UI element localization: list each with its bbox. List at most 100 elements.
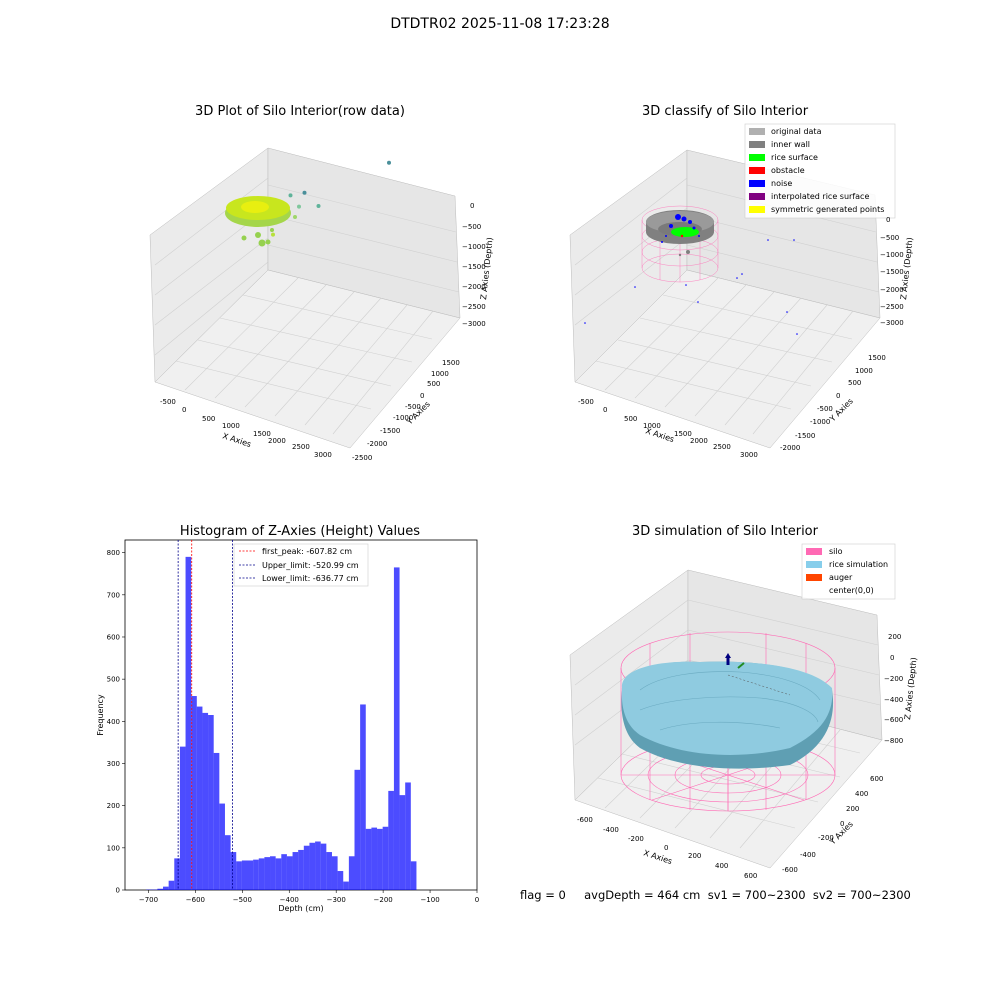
p1-ztick: −1500	[462, 263, 486, 271]
histogram-ytick-label: 0	[116, 887, 120, 895]
histogram-ytick-label: 200	[107, 802, 120, 810]
p1-ztick: −500	[462, 223, 481, 231]
legend-label: interpolated rice surface	[771, 192, 869, 201]
p2-ztick: −2500	[880, 303, 904, 311]
histogram-xtick-label: −500	[233, 896, 252, 904]
p2-ytick: 500	[848, 379, 861, 387]
p4-ztick: −400	[884, 696, 903, 704]
p1-ztick: 0	[470, 202, 474, 210]
p2-xtick: 1000	[643, 422, 661, 430]
panel1-title: 3D Plot of Silo Interior(row data)	[195, 104, 405, 119]
p1-ytick: -500	[405, 403, 421, 411]
legend-swatch-rice-surface	[749, 154, 765, 161]
legend-label: auger	[829, 573, 853, 582]
legend-label: noise	[771, 179, 792, 188]
panel2-y-ticks: -2000 -1500 -1000 -500 0 500 1000 1500	[780, 354, 886, 452]
histogram-ytick-label: 600	[107, 633, 120, 641]
histogram-bar	[219, 803, 225, 890]
p4-ytick: -200	[818, 834, 834, 842]
histogram-ytick-label: 800	[107, 549, 120, 557]
histogram-bar	[303, 845, 310, 890]
panel4-y-ticks: -600 -400 -200 0 200 400 600	[782, 775, 883, 874]
histogram-bar	[348, 856, 355, 890]
histogram-bar	[292, 852, 299, 890]
histogram-xtick-label: −600	[186, 896, 205, 904]
panel3-title: Histogram of Z-Axies (Height) Values	[179, 524, 421, 539]
p4-ytick: 600	[870, 775, 883, 783]
p4-ztick: −600	[884, 716, 903, 724]
p2-ytick: 1000	[855, 367, 873, 375]
p4-xtick: -600	[577, 816, 593, 824]
histogram-bar	[202, 712, 209, 890]
histogram-bar	[179, 746, 186, 890]
histogram-bar	[405, 782, 411, 890]
panel4-z-ticks: 200 0 −200 −400 −600 −800	[884, 633, 903, 745]
panel1-point	[288, 193, 293, 198]
histogram-xtick-label: −400	[280, 896, 299, 904]
p1-ztick: −1000	[462, 243, 486, 251]
panel1-point	[293, 215, 297, 220]
panel4-x-ticks: -600 -400 -200 0 200 400 600	[577, 816, 757, 880]
p1-ytick: 500	[427, 380, 440, 388]
p1-xtick: 2500	[292, 443, 310, 451]
p4-ztick: −800	[884, 737, 903, 745]
histogram-ytick-label: 500	[107, 676, 120, 684]
p4-ytick: -600	[782, 866, 798, 874]
p2-ytick: -2000	[780, 444, 800, 452]
histogram-bar	[236, 861, 242, 890]
p4-xtick: 0	[664, 844, 668, 852]
p2-xtick: 2500	[713, 443, 731, 451]
histogram-bar	[208, 715, 214, 890]
p2-ytick: 1500	[868, 354, 886, 362]
auger-marker	[725, 653, 791, 696]
p1-ztick: −3000	[462, 320, 486, 328]
p2-ztick: −1500	[880, 268, 904, 276]
p4-xtick: 600	[744, 872, 757, 880]
p2-xtick: 500	[624, 415, 637, 423]
histogram-ylabel: Frequency	[96, 694, 105, 736]
histogram-reference-lines	[177, 540, 233, 890]
legend-label: obstacle	[771, 166, 805, 175]
p2-ztick: −2000	[880, 286, 904, 294]
histogram-bar	[331, 856, 338, 890]
legend-swatch-inner-wall	[749, 141, 765, 148]
histogram-bar	[399, 795, 406, 890]
rice-simulation-surface	[621, 661, 834, 769]
panel3-axes: −700 −600 −500 −400 −300 −200 −100 0 0 100 200 300…	[96, 539, 479, 913]
panel1-axes: -500 0 500 1000 1500 2000 2500 3000 -250…	[149, 147, 495, 462]
panel1-point	[316, 203, 321, 208]
legend-swatch-silo	[806, 548, 822, 555]
p1-ytick: -1000	[393, 414, 413, 422]
panel1-z-ticks: 0 −500 −1000 −1500 −2000 −2500 −3000	[462, 202, 486, 328]
p2-ytick: -500	[817, 405, 833, 413]
histogram-bar	[315, 841, 321, 890]
p2-ytick: 0	[836, 392, 840, 400]
p2-ztick: −1000	[880, 251, 904, 259]
legend-swatch-original-data	[749, 128, 765, 135]
histogram-y-ticks: 0 100 200 300 400 500 600 700 800	[107, 549, 125, 895]
p4-ztick: −200	[884, 675, 903, 683]
histogram-bar	[360, 704, 366, 890]
histogram-bar	[163, 886, 169, 890]
panel1-points	[271, 160, 391, 237]
p1-ztick: −2000	[462, 283, 486, 291]
histogram-bar	[410, 861, 417, 890]
legend-label: rice surface	[771, 153, 818, 162]
histogram-bar	[388, 790, 394, 890]
histogram-xtick-label: −300	[327, 896, 346, 904]
panel2-zlabel: Z Axies (Depth)	[899, 237, 915, 300]
p4-xtick: 400	[715, 862, 728, 870]
p4-ytick: 400	[855, 790, 868, 798]
p4-ztick: 0	[890, 654, 894, 662]
p1-xtick: 1000	[222, 422, 240, 430]
panel2-z-ticks: 0 −500 −1000 −1500 −2000 −2500 −3000	[880, 216, 904, 327]
p4-ztick: 200	[888, 633, 901, 641]
histogram-bars	[146, 556, 417, 890]
panel4-legend: silo rice simulation auger center(0,0)	[801, 543, 896, 600]
histogram-x-ticks: −700 −600 −500 −400 −300 −200 −100 0	[139, 890, 479, 904]
histogram-bar	[264, 857, 271, 890]
histogram-bar	[286, 856, 293, 890]
panel4-zlabel: Z Axies (Depth)	[903, 657, 919, 720]
histogram-bar	[275, 858, 282, 890]
status-footer: flag = 0 avgDepth = 464 cm sv1 = 700~230…	[520, 888, 911, 902]
